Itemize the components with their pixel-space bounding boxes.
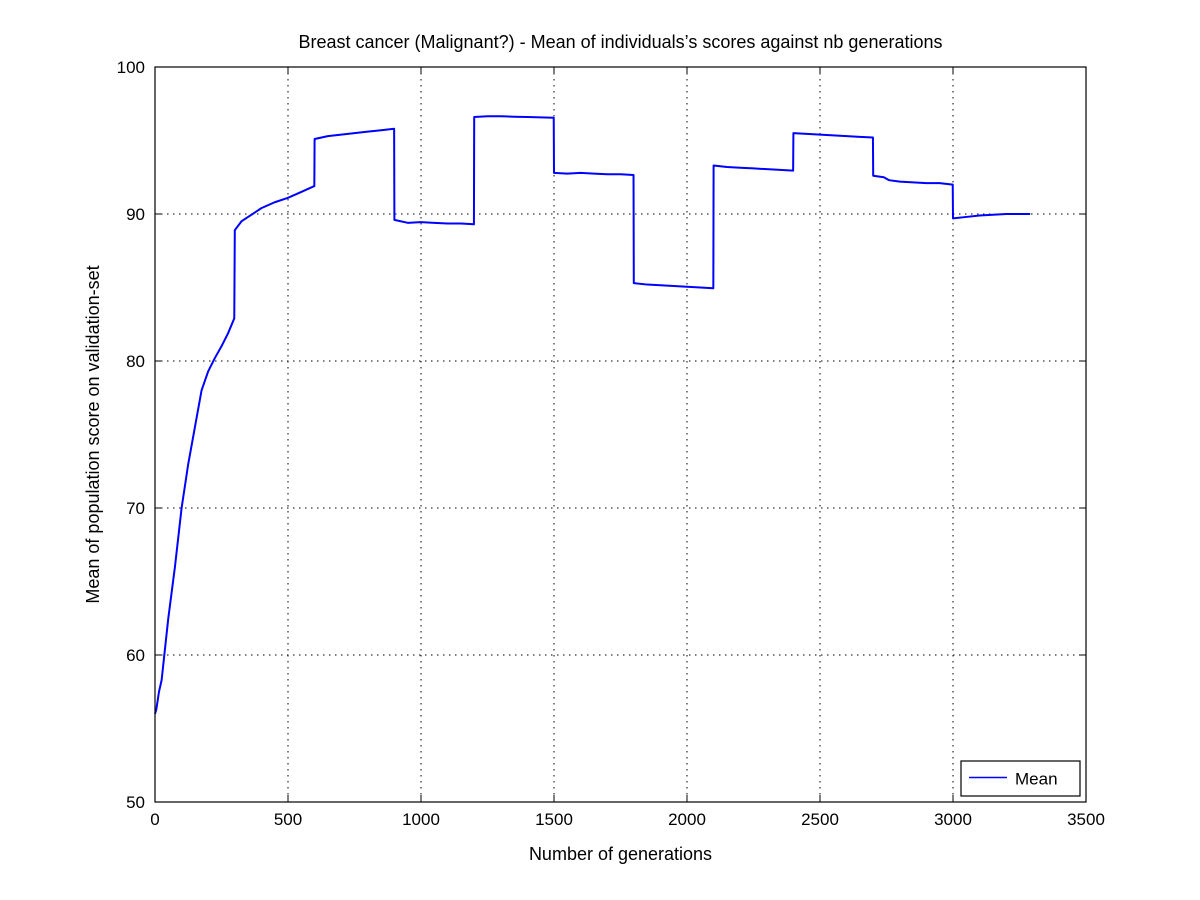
plot-frame — [154, 66, 1087, 803]
y-tick-label: 70 — [126, 499, 145, 518]
legend: Mean — [960, 760, 1081, 797]
series-layer — [154, 115, 1031, 715]
grid — [155, 67, 1086, 802]
y-tick-label: 60 — [126, 646, 145, 665]
y-tick-label: 90 — [126, 205, 145, 224]
plot-area — [155, 67, 1086, 802]
x-tick-label: 2500 — [801, 810, 839, 829]
y-tick-label: 100 — [117, 58, 145, 77]
tick-labels: 0 500 1000 1500 2000 2500 3000 3500 50 60 70 80 90 10… — [117, 58, 1105, 829]
x-tick-label: 0 — [150, 810, 159, 829]
x-axis-label: Number of generations — [529, 844, 712, 864]
x-tick-label: 500 — [274, 810, 302, 829]
legend-box — [960, 760, 1081, 797]
ticks — [154, 66, 1087, 803]
y-axis-label: Mean of population score on validation-s… — [83, 265, 103, 603]
x-tick-label: 1000 — [402, 810, 440, 829]
x-tick-label: 2000 — [668, 810, 706, 829]
x-tick-label: 1500 — [535, 810, 573, 829]
y-tick-label: 80 — [126, 352, 145, 371]
chart-title: Breast cancer (Malignant?) - Mean of ind… — [298, 32, 942, 52]
x-tick-label: 3500 — [1067, 810, 1105, 829]
y-tick-label: 50 — [126, 793, 145, 812]
legend-label-mean: Mean — [1015, 770, 1058, 789]
series-line-mean — [154, 115, 1031, 715]
x-tick-label: 3000 — [934, 810, 972, 829]
